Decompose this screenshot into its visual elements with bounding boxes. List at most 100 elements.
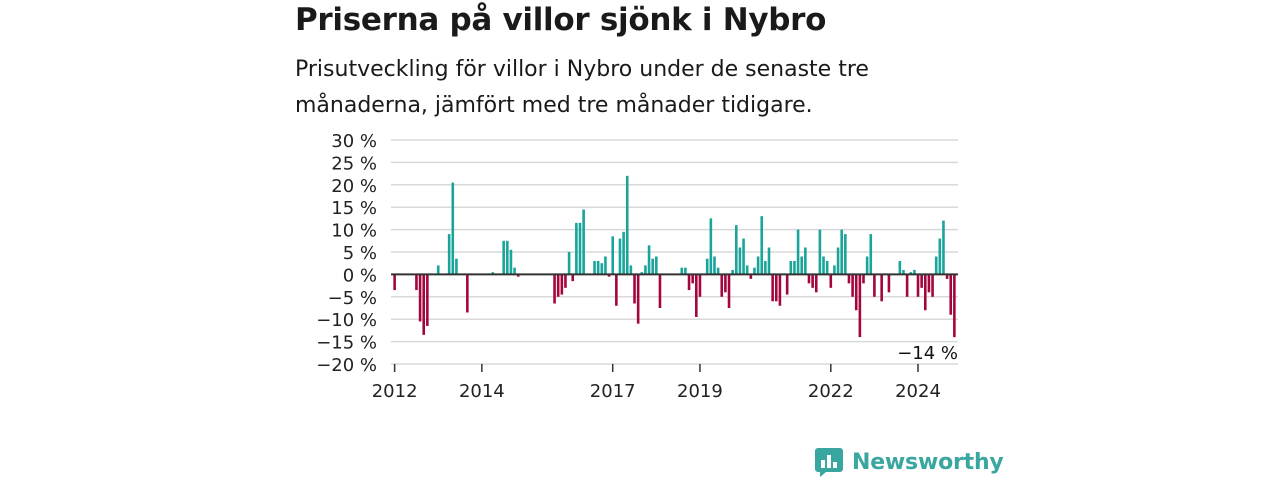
bar xyxy=(582,209,585,275)
bar xyxy=(691,274,694,284)
bar xyxy=(869,234,873,275)
bar xyxy=(466,274,469,313)
bar xyxy=(785,274,789,295)
bar xyxy=(833,265,836,275)
y-tick-label: 20 % xyxy=(331,176,377,197)
bar xyxy=(913,269,916,275)
bar xyxy=(778,274,782,306)
y-axis-tick-labels: −20 %−15 %−10 %−5 %0 %5 %10 %15 %20 %25 … xyxy=(316,131,377,376)
bar xyxy=(447,234,451,275)
bar xyxy=(720,274,724,297)
bar xyxy=(491,272,495,275)
bar xyxy=(731,269,734,275)
bar xyxy=(756,256,760,275)
y-tick-label: −15 % xyxy=(316,333,377,354)
bar xyxy=(949,274,953,315)
bar xyxy=(687,274,691,291)
bar xyxy=(578,222,582,275)
y-tick-label: −10 % xyxy=(316,310,377,331)
bar xyxy=(513,267,516,275)
bar xyxy=(767,247,771,275)
bar xyxy=(596,260,600,275)
x-tick-label: 2024 xyxy=(895,381,941,402)
bar xyxy=(633,274,636,304)
bar xyxy=(734,225,738,275)
bar xyxy=(516,274,520,277)
bar xyxy=(760,216,764,275)
bar xyxy=(880,274,883,302)
newsworthy-logo: Newsworthy xyxy=(814,446,1004,478)
bar xyxy=(553,274,556,304)
bar xyxy=(745,265,749,275)
bar xyxy=(571,274,575,282)
bar xyxy=(426,274,429,326)
bar xyxy=(916,274,920,297)
bar xyxy=(564,274,567,288)
bar xyxy=(684,267,687,275)
bar xyxy=(851,274,854,297)
bar xyxy=(647,245,651,275)
bar xyxy=(771,274,774,302)
bar xyxy=(814,274,818,293)
bar xyxy=(825,260,829,275)
bar xyxy=(840,229,843,275)
bar xyxy=(644,265,647,275)
bar xyxy=(418,274,422,322)
bar xyxy=(811,274,814,288)
bar xyxy=(636,274,640,324)
bar xyxy=(705,258,709,275)
chart-subtitle: Prisutveckling för villor i Nybro under … xyxy=(295,57,869,118)
bar xyxy=(902,269,905,275)
bar xyxy=(847,274,851,284)
bar xyxy=(829,274,833,288)
bar xyxy=(640,272,644,275)
x-tick-label: 2019 xyxy=(677,381,723,402)
bar xyxy=(593,260,596,275)
bar xyxy=(618,238,622,275)
bar xyxy=(858,274,862,338)
x-axis-ticks: 2012 2014 2017 2019 2022 2024 xyxy=(372,364,941,402)
bar xyxy=(898,260,902,275)
bar xyxy=(607,274,611,277)
bar xyxy=(774,274,778,302)
bar xyxy=(738,247,742,275)
bar xyxy=(655,256,658,275)
bar xyxy=(873,274,876,297)
bar xyxy=(604,256,607,275)
grid-lines xyxy=(391,139,958,365)
bar xyxy=(749,274,753,279)
bar xyxy=(698,274,702,297)
bar xyxy=(506,240,509,275)
bar xyxy=(927,274,931,293)
bar xyxy=(727,274,731,308)
bar xyxy=(393,274,396,291)
y-tick-label: 15 % xyxy=(331,198,377,219)
y-tick-label: 25 % xyxy=(331,153,377,174)
bar xyxy=(931,274,934,297)
bar xyxy=(575,222,578,275)
y-tick-label: −20 % xyxy=(316,355,377,376)
bar xyxy=(909,272,913,275)
bar xyxy=(742,238,745,275)
bar xyxy=(844,234,847,275)
x-tick-label: 2012 xyxy=(372,381,418,402)
bar xyxy=(945,274,949,279)
bar xyxy=(938,238,942,275)
bar xyxy=(455,258,458,275)
brand-name: Newsworthy xyxy=(852,449,1004,475)
bar xyxy=(905,274,909,297)
chart-title: Priserna på villor sjönk i Nybro xyxy=(295,2,827,38)
bar xyxy=(422,274,426,335)
bar xyxy=(716,267,720,275)
bar xyxy=(953,274,956,338)
bar xyxy=(451,182,455,275)
bar xyxy=(796,229,800,275)
bar xyxy=(502,240,505,275)
bar-chart-speech-bubble-icon xyxy=(815,448,843,477)
y-tick-label: 5 % xyxy=(343,243,377,264)
bar xyxy=(625,175,629,275)
bar xyxy=(836,247,840,275)
bar xyxy=(713,256,716,275)
bar xyxy=(862,274,865,284)
